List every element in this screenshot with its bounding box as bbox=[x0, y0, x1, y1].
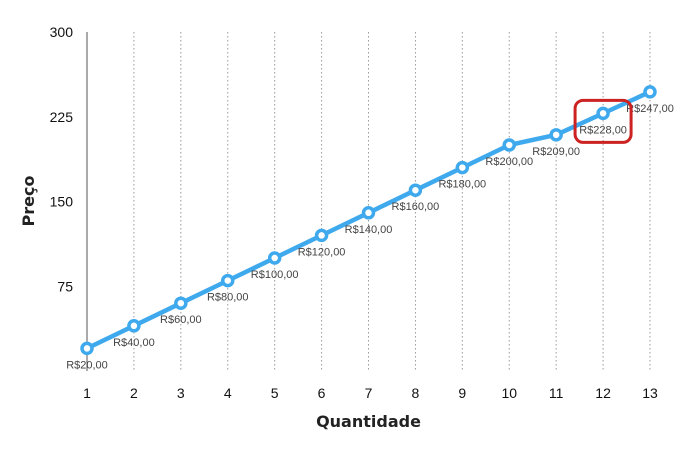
data-points bbox=[80, 85, 657, 356]
data-point bbox=[502, 138, 516, 152]
y-axis-ticks: 75 150 225 300 bbox=[50, 24, 74, 294]
grid-lines bbox=[133, 32, 651, 371]
data-point bbox=[174, 296, 188, 310]
data-label: R$80,00 bbox=[207, 292, 249, 304]
x-tick-label: 8 bbox=[412, 385, 420, 401]
data-point bbox=[643, 85, 657, 99]
data-label: R$20,00 bbox=[66, 359, 108, 371]
data-label: R$228,00 bbox=[579, 124, 627, 136]
data-point bbox=[361, 206, 376, 220]
x-tick-label: 7 bbox=[365, 385, 373, 401]
x-tick-label: 13 bbox=[642, 385, 658, 401]
x-axis-title: Quantidade bbox=[316, 412, 421, 431]
y-axis-title: Preço bbox=[19, 176, 38, 227]
data-label: R$247,00 bbox=[626, 103, 674, 115]
data-point bbox=[127, 319, 141, 333]
data-label: R$180,00 bbox=[438, 179, 486, 191]
data-point bbox=[314, 228, 329, 243]
data-label: R$120,00 bbox=[298, 246, 346, 258]
x-tick-label: 12 bbox=[595, 385, 611, 401]
x-tick-label: 10 bbox=[501, 385, 517, 401]
y-tick-label: 300 bbox=[50, 24, 74, 40]
x-tick-label: 2 bbox=[130, 385, 138, 401]
data-label: R$200,00 bbox=[485, 156, 533, 168]
data-label: R$209,00 bbox=[532, 146, 580, 158]
data-point bbox=[455, 160, 470, 175]
data-label: R$40,00 bbox=[113, 337, 155, 349]
data-point bbox=[221, 273, 235, 288]
highlight-box bbox=[573, 98, 633, 144]
x-tick-label: 9 bbox=[458, 385, 466, 401]
x-tick-label: 6 bbox=[318, 385, 326, 401]
data-label: R$60,00 bbox=[160, 314, 202, 326]
data-point bbox=[596, 106, 610, 121]
data-point bbox=[408, 183, 423, 197]
data-point bbox=[549, 128, 563, 142]
data-point bbox=[80, 341, 94, 356]
data-label: R$140,00 bbox=[345, 224, 393, 236]
x-axis-ticks: 1 2 3 4 5 6 7 8 9 10 11 12 13 bbox=[83, 385, 658, 401]
data-labels: R$20,00 R$40,00 R$60,00 R$80,00R$100,00 R$12… bbox=[66, 103, 674, 372]
y-tick-label: 225 bbox=[50, 109, 74, 125]
x-tick-label: 3 bbox=[177, 385, 185, 401]
x-tick-label: 4 bbox=[224, 385, 232, 401]
data-label: R$100,00 bbox=[251, 269, 299, 281]
data-point bbox=[267, 251, 282, 265]
x-tick-label: 5 bbox=[271, 385, 279, 401]
y-tick-label: 75 bbox=[57, 278, 73, 294]
x-tick-label: 1 bbox=[83, 385, 91, 401]
x-tick-label: 11 bbox=[549, 385, 564, 401]
data-label: R$160,00 bbox=[392, 201, 440, 213]
y-tick-label: 150 bbox=[50, 194, 74, 210]
